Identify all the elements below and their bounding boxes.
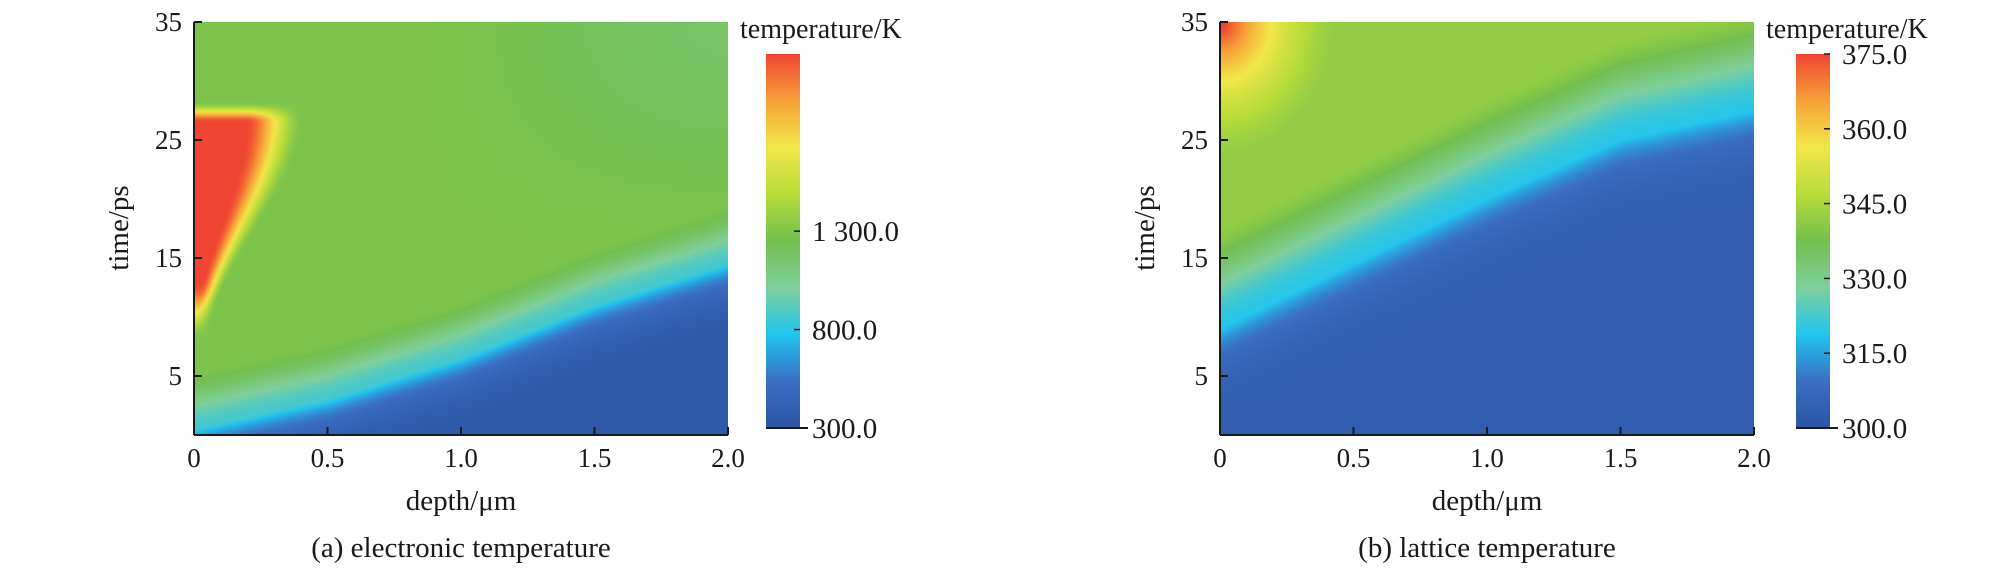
colorbar-lattice bbox=[1796, 54, 1830, 428]
x-tick-label: 0.5 bbox=[1337, 443, 1371, 473]
x-ticks-a: 0 0.5 1.0 1.5 2.0 bbox=[187, 427, 745, 473]
colorbar-ticks-a: 300.0 800.0 1 300.0 bbox=[766, 216, 899, 445]
x-tick-label: 0 bbox=[1213, 443, 1227, 473]
colorbar-title-b: temperature/K bbox=[1766, 14, 1928, 45]
x-tick-label: 2.0 bbox=[1737, 443, 1771, 473]
colorbar-tick-label: 315.0 bbox=[1842, 338, 1907, 370]
caption-b: (b) lattice temperature bbox=[1358, 532, 1616, 564]
y-tick-label: 5 bbox=[1195, 361, 1209, 391]
y-ticks-a: 5 15 25 35 bbox=[155, 7, 202, 391]
y-tick-label: 15 bbox=[155, 243, 182, 273]
x-tick-label: 1.0 bbox=[444, 443, 478, 473]
colorbar-title-a: temperature/K bbox=[740, 14, 902, 45]
x-ticks-b: 0 0.5 1.0 1.5 2.0 bbox=[1213, 427, 1771, 473]
x-axis-label-b: depth/μm bbox=[1432, 485, 1543, 517]
x-tick-label: 1.0 bbox=[1470, 443, 1504, 473]
y-tick-label: 5 bbox=[169, 361, 183, 391]
colorbar-tick-label: 360.0 bbox=[1842, 114, 1907, 146]
y-tick-label: 25 bbox=[155, 125, 182, 155]
x-tick-label: 2.0 bbox=[711, 443, 745, 473]
colorbar-tick-label: 300.0 bbox=[1842, 413, 1907, 445]
colorbar-tick-label: 300.0 bbox=[812, 413, 877, 445]
y-tick-label: 35 bbox=[1181, 7, 1208, 37]
colorbar-ticks-b: 300.0 315.0 330.0 345.0 360.0 375.0 bbox=[1796, 39, 1907, 445]
heatmap-lattice bbox=[1220, 22, 1754, 435]
y-tick-label: 35 bbox=[155, 7, 182, 37]
colorbar-tick-label: 330.0 bbox=[1842, 263, 1907, 295]
panel-a: 0 0.5 1.0 1.5 2.0 5 15 25 35 depth/μm time/ps (… bbox=[103, 7, 902, 564]
heatmap-electronic bbox=[194, 22, 728, 435]
colorbar-electronic bbox=[766, 54, 800, 428]
x-tick-label: 1.5 bbox=[578, 443, 612, 473]
y-axis-label-b: time/ps bbox=[1129, 185, 1161, 270]
colorbar-tick-label: 345.0 bbox=[1842, 189, 1907, 221]
x-tick-label: 0.5 bbox=[311, 443, 345, 473]
colorbar-tick-label: 1 300.0 bbox=[812, 216, 899, 248]
colorbar-tick-label: 800.0 bbox=[812, 315, 877, 347]
x-axis-label-a: depth/μm bbox=[406, 485, 517, 517]
panel-b: 0 0.5 1.0 1.5 2.0 5 15 25 35 depth/μm time/ps (… bbox=[1129, 7, 1928, 564]
y-ticks-b: 5 15 25 35 bbox=[1181, 7, 1228, 391]
y-tick-label: 25 bbox=[1181, 125, 1208, 155]
x-tick-label: 1.5 bbox=[1604, 443, 1638, 473]
x-tick-label: 0 bbox=[187, 443, 201, 473]
colorbar-tick-label: 375.0 bbox=[1842, 39, 1907, 71]
caption-a: (a) electronic temperature bbox=[311, 532, 610, 564]
y-axis-label-a: time/ps bbox=[103, 185, 135, 270]
y-tick-label: 15 bbox=[1181, 243, 1208, 273]
